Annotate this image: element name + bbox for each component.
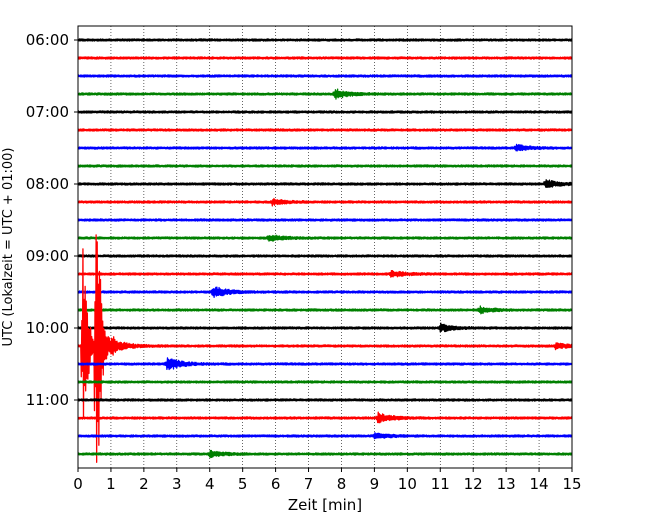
x-tick-label: 5	[238, 475, 248, 493]
y-axis-label: UTC (Lokalzeit = UTC + 01:00)	[1, 148, 16, 347]
x-tick-label: 8	[337, 475, 347, 493]
seismic-trace	[78, 56, 572, 60]
x-axis: 0 1 2 3 4 5 6 7 8 9 10 11 12 13 14 15	[73, 468, 582, 493]
seismic-traces	[78, 38, 572, 463]
x-tick-label: 15	[562, 475, 581, 493]
x-tick-label: 1	[106, 475, 116, 493]
seismic-trace	[78, 234, 572, 463]
seismic-trace	[78, 179, 572, 189]
seismic-trace	[78, 88, 572, 100]
seismic-trace	[78, 218, 572, 222]
seismic-trace	[78, 398, 572, 402]
x-tick-label: 14	[530, 475, 549, 493]
seismic-trace	[78, 164, 572, 168]
y-tick-label: 07:00	[26, 103, 69, 121]
y-tick-label: 10:00	[26, 319, 69, 337]
x-tick-label: 3	[172, 475, 182, 493]
seismic-trace	[78, 128, 572, 132]
seismic-trace	[78, 110, 572, 114]
x-tick-label: 2	[139, 475, 149, 493]
seismic-trace	[78, 357, 572, 371]
x-tick-label: 10	[398, 475, 417, 493]
x-tick-label: 4	[205, 475, 215, 493]
seismic-trace	[78, 322, 572, 333]
y-tick-label: 11:00	[26, 391, 69, 409]
x-axis-label: Zeit [min]	[288, 496, 362, 514]
plot-background	[78, 26, 572, 468]
plot-frame	[77, 25, 573, 469]
x-tick-label: 9	[370, 475, 380, 493]
y-tick-label: 09:00	[26, 247, 69, 265]
x-tick-label: 11	[431, 475, 450, 493]
seismic-trace	[78, 380, 572, 384]
y-tick-label: 08:00	[26, 175, 69, 193]
seismic-trace	[78, 234, 572, 242]
y-axis: 06:00 07:00 08:00 09:00 10:00 11:00	[26, 31, 78, 409]
seismic-trace	[78, 38, 572, 42]
seismic-trace	[78, 449, 572, 459]
x-tick-label: 7	[304, 475, 314, 493]
x-tick-label: 0	[73, 475, 83, 493]
seismic-trace	[78, 411, 572, 424]
seismic-trace	[78, 197, 572, 207]
seismic-trace	[78, 269, 572, 278]
x-tick-label: 13	[497, 475, 516, 493]
x-tick-label: 12	[464, 475, 483, 493]
seismic-trace	[78, 254, 572, 258]
y-tick-label: 06:00	[26, 31, 69, 49]
x-tick-label: 6	[271, 475, 281, 493]
seismic-trace	[78, 286, 572, 299]
seismic-trace	[78, 143, 572, 152]
seismic-trace	[78, 305, 572, 315]
seismic-trace	[78, 74, 572, 78]
seismic-trace	[78, 432, 572, 440]
